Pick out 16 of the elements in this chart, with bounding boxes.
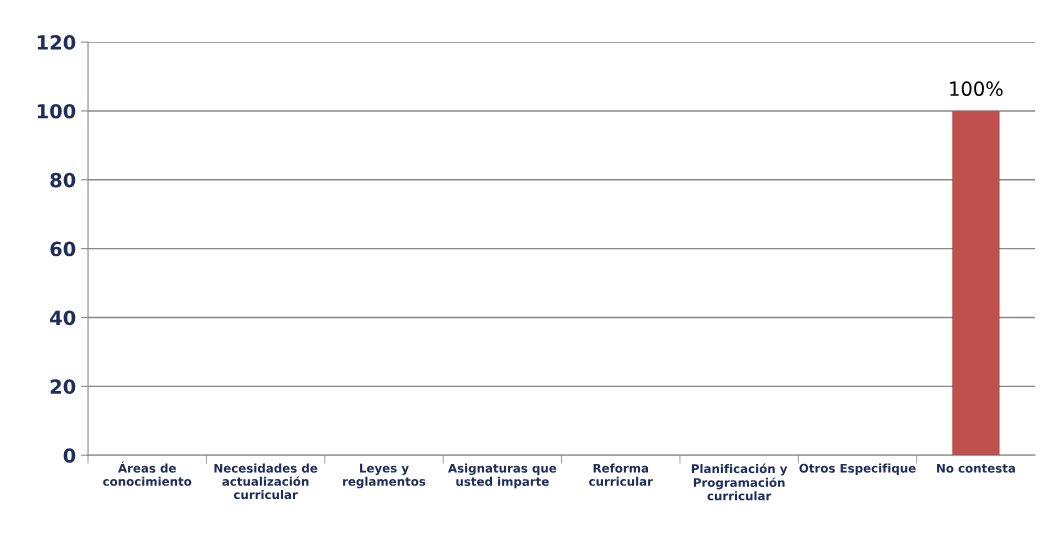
x-tick-label: Asignaturas que usted imparte (448, 463, 557, 489)
y-tick-label: 0 (63, 448, 76, 463)
x-tick-label: Planificación y Programación curricular (691, 463, 788, 501)
x-tick-label: Áreas de conocimiento (103, 461, 192, 486)
x-tick-label: Leyes y reglamentos (343, 463, 426, 489)
y-tick-label: 80 (50, 172, 76, 188)
y-tick-label: 40 (50, 310, 76, 326)
y-tick-label: 60 (50, 241, 76, 257)
data-label: 100% (950, 81, 1003, 97)
x-tick-label: Necesidades de actualización curricular (214, 463, 318, 500)
y-tick-label: 100 (37, 103, 76, 119)
y-tick-label: 120 (37, 35, 76, 50)
y-tick-label: 20 (50, 379, 76, 394)
x-tick-label: Reforma curricular (589, 463, 653, 486)
x-tick-label: No contesta (937, 463, 1015, 473)
x-tick-label: Otros Especifique (799, 463, 916, 475)
